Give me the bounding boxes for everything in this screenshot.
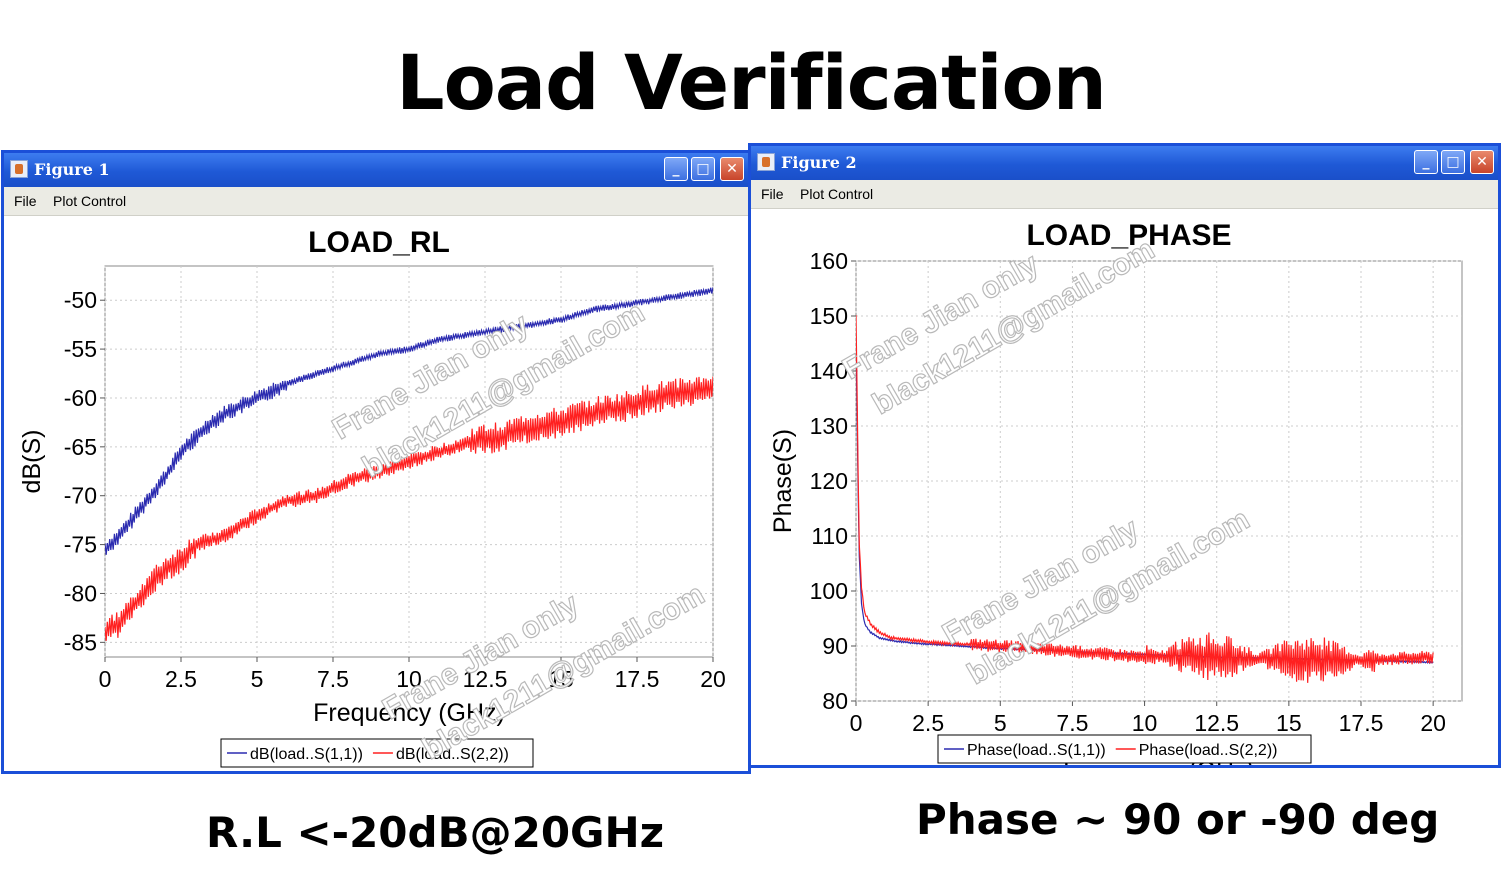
java-app-icon (757, 153, 775, 171)
menubar: File Plot Control (4, 187, 748, 216)
y-tick-label: 100 (810, 578, 848, 604)
y-tick-label: 90 (822, 633, 848, 659)
legend-label: Phase(load..S(2,2)) (1139, 742, 1278, 759)
y-tick-label: 130 (810, 413, 848, 439)
maximize-button[interactable]: □ (1441, 150, 1465, 174)
x-tick-label: 12.5 (1194, 710, 1239, 736)
close-icon: ✕ (726, 161, 738, 177)
y-axis-label: Phase(S) (769, 429, 797, 533)
x-tick-label: 10 (1132, 710, 1158, 736)
y-tick-label: -75 (64, 532, 97, 558)
menu-plot-control[interactable]: Plot Control (800, 186, 874, 202)
x-tick-label: 17.5 (615, 666, 660, 692)
y-axis-label: dB(S) (18, 430, 46, 494)
menubar: File Plot Control (751, 180, 1498, 209)
figure-2-titlebar[interactable]: Figure 2 _ □ ✕ (751, 146, 1498, 180)
x-tick-label: 12.5 (463, 666, 508, 692)
x-tick-label: 7.5 (1056, 710, 1088, 736)
close-icon: ✕ (1476, 154, 1488, 170)
y-tick-label: 160 (810, 248, 848, 274)
maximize-icon: □ (1446, 154, 1460, 170)
x-tick-label: 5 (251, 666, 264, 692)
x-tick-label: 17.5 (1339, 710, 1384, 736)
caption-left: R.L <-20dB@20GHz (206, 808, 665, 857)
legend: dB(load..S(1,1)) dB(load..S(2,2)) (220, 738, 534, 768)
maximize-icon: □ (696, 161, 710, 177)
x-tick-label: 2.5 (165, 666, 197, 692)
chart-title: LOAD_RL (308, 226, 450, 259)
legend-label: dB(load..S(2,2)) (396, 746, 509, 763)
slide-title: Load Verification (396, 38, 1107, 127)
legend: Phase(load..S(1,1)) Phase(load..S(2,2)) (937, 734, 1312, 764)
y-tick-label: -50 (64, 287, 97, 313)
figure-2-client: LOAD_PHASE 0 2.5 5 7.5 10 12.5 15 17.5 20 80 90 100 1… (751, 209, 1498, 785)
load-phase-chart: LOAD_PHASE 0 2.5 5 7.5 10 12.5 15 17.5 20 80 90 100 1… (769, 219, 1463, 785)
minimize-button[interactable]: _ (664, 157, 688, 181)
y-tick-label: 140 (810, 358, 848, 384)
chart-title: LOAD_PHASE (1026, 219, 1231, 252)
y-tick-label: -65 (64, 434, 97, 460)
x-tick-label: 2.5 (912, 710, 944, 736)
window-title: Figure 1 (34, 160, 110, 179)
y-tick-label: -70 (64, 483, 97, 509)
java-app-icon (10, 160, 28, 178)
maximize-button[interactable]: □ (691, 157, 715, 181)
x-axis-label: Frequency (GHz) (313, 699, 505, 727)
window-title: Figure 2 (781, 153, 857, 172)
y-tick-label: -80 (64, 580, 97, 606)
x-tick-label: 20 (1420, 710, 1446, 736)
series-line (856, 315, 1434, 683)
x-tick-label: 15 (548, 666, 574, 692)
menu-file[interactable]: File (761, 186, 784, 202)
x-tick-label: 0 (850, 710, 863, 736)
menu-file[interactable]: File (14, 193, 37, 209)
figure-1-window: Figure 1 _ □ ✕ File Plot Control LOAD_RL… (1, 150, 751, 774)
y-tick-label: 120 (810, 468, 848, 494)
x-tick-label: 10 (396, 666, 422, 692)
y-tick-label: 110 (811, 523, 848, 549)
load-rl-chart: LOAD_RL 0 2.5 5 7.5 10 12.5 15 17.5 20 -50 -55 -60 -6… (18, 226, 726, 768)
y-tick-label: -60 (64, 385, 97, 411)
close-button[interactable]: ✕ (1470, 150, 1494, 174)
y-tick-label: -85 (64, 629, 97, 655)
figure-2-window: Figure 2 _ □ ✕ File Plot Control LOAD_PH… (748, 143, 1501, 785)
x-tick-label: 20 (700, 666, 726, 692)
series-line (105, 287, 713, 555)
x-tick-label: 15 (1276, 710, 1302, 736)
caption-right: Phase ~ 90 or -90 deg (916, 795, 1440, 844)
minimize-button[interactable]: _ (1414, 150, 1438, 174)
series-line (105, 376, 713, 641)
x-tick-label: 7.5 (317, 666, 349, 692)
menu-plot-control[interactable]: Plot Control (53, 193, 127, 209)
y-tick-label: 80 (822, 688, 848, 714)
close-button[interactable]: ✕ (720, 157, 744, 181)
minimize-icon: _ (1422, 154, 1430, 170)
legend-label: Phase(load..S(1,1)) (967, 742, 1106, 759)
minimize-icon: _ (672, 161, 680, 177)
y-tick-label: 150 (810, 303, 848, 329)
legend-label: dB(load..S(1,1)) (250, 746, 363, 763)
y-tick-label: -55 (64, 336, 97, 362)
x-tick-label: 5 (994, 710, 1007, 736)
figure-1-client: LOAD_RL 0 2.5 5 7.5 10 12.5 15 17.5 20 -50 -55 -60 -6… (4, 216, 748, 771)
x-tick-label: 0 (99, 666, 112, 692)
figure-1-titlebar[interactable]: Figure 1 _ □ ✕ (4, 153, 748, 187)
